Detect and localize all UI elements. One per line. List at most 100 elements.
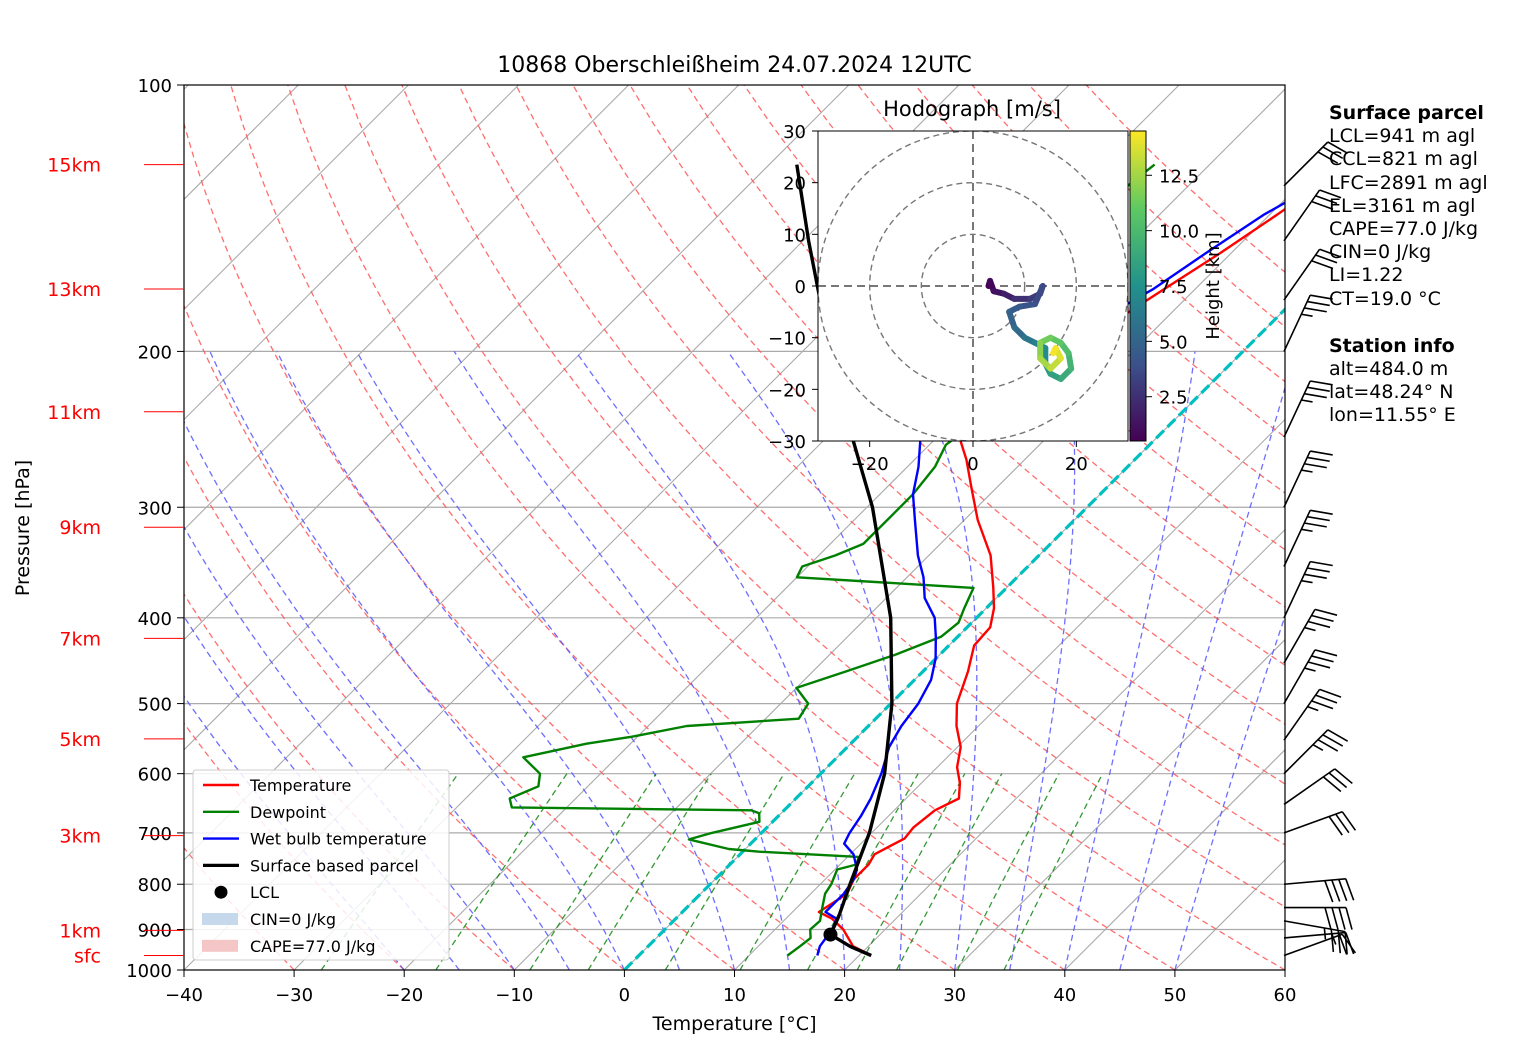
parcel-line: LI=1.22 [1329, 264, 1404, 287]
wind-barb-half-flag [1301, 528, 1313, 533]
height-label: 5km [59, 729, 101, 751]
wind-barb-flag [1317, 739, 1339, 752]
mixing-ratio-line [1003, 773, 1104, 970]
x-tick-label: 10 [723, 985, 746, 1006]
moist-adiabat [209, 351, 625, 970]
colorbar-tick-label: 12.5 [1159, 166, 1199, 187]
x-tick-label: 30 [943, 985, 966, 1006]
parcel-header: Surface parcel [1329, 102, 1484, 124]
height-label: 9km [59, 517, 101, 539]
wind-barb-flag [1310, 560, 1333, 567]
mixing-ratio-line [739, 773, 856, 970]
legend-label: CIN=0 J/kg [250, 910, 336, 929]
parcel-line: CCL=821 m agl [1329, 148, 1478, 171]
wind-barb-shaft [1283, 878, 1346, 886]
dry-adiabat [230, 85, 956, 970]
freezing-line [623, 307, 1285, 970]
dry-adiabat [401, 85, 1285, 970]
hodograph-rings [818, 131, 1128, 441]
wind-barb-shaft [1283, 141, 1329, 187]
wind-barb-flag [1310, 380, 1333, 386]
wind-barb-shaft [1283, 729, 1329, 775]
wind-barb-shaft [1283, 189, 1321, 242]
wind-barb-flag [1304, 522, 1327, 528]
wind-barb-flag [1311, 200, 1334, 210]
parcel-line: LFC=2891 m agl [1329, 171, 1488, 194]
legend: Temperature Dewpoint Wet bulb temperature S… [192, 769, 450, 961]
colorbar-tick-label: 7.5 [1159, 277, 1188, 298]
x-tick-label: −20 [385, 985, 423, 1006]
height-label: 15km [47, 155, 101, 177]
wind-barb-flag [1307, 567, 1330, 573]
x-tick-label: −40 [165, 985, 203, 1006]
wind-barb-flag [1328, 816, 1343, 836]
hodograph-segment [1050, 345, 1059, 357]
y-tick-label: 700 [138, 824, 172, 845]
wind-barb-flag [1327, 729, 1349, 742]
colorbar-ticks: 2.5 5.0 7.5 10.0 12.5 [1146, 166, 1199, 409]
wind-barb-flag [1328, 772, 1348, 789]
moist-adiabat [727, 351, 904, 970]
isotherm-line [954, 638, 1285, 970]
hodograph-y-tick-label: −20 [768, 380, 806, 401]
moist-adiabat [276, 351, 681, 970]
station-line: lat=48.24° N [1329, 381, 1454, 404]
dry-adiabat [184, 121, 845, 970]
moist-adiabat [453, 351, 791, 970]
x-tick-label: −10 [495, 985, 533, 1006]
wind-barb-shaft [1283, 450, 1311, 508]
legend-box [192, 769, 450, 961]
axes: −40 −30 −20 −10 0 10 20 30 40 50 60100200300400500… [126, 76, 1296, 1006]
wind-barb-flag [1331, 907, 1339, 930]
wind-barb-flag [1338, 932, 1348, 955]
parcel-line: EL=3161 m agl [1329, 194, 1476, 217]
moist-adiabat [575, 351, 846, 970]
legend-label: Temperature [249, 776, 351, 795]
y-axis-label: Pressure [hPa] [12, 460, 34, 596]
wind-barb-half-flag [1323, 927, 1327, 940]
x-tick-label: 50 [1163, 985, 1186, 1006]
dry-adiabat [515, 85, 1285, 846]
wind-barb-flag [1344, 931, 1348, 955]
lcl-marker [823, 927, 838, 942]
wind-barb-flag [1307, 515, 1330, 522]
wind-barb-shaft [1283, 248, 1321, 301]
dry-adiabat [458, 85, 1285, 908]
wind-barb-flag [1345, 878, 1355, 901]
mixing-ratio-line [664, 773, 785, 970]
wind-barb-flag [1304, 462, 1327, 469]
colorbar-label: Height [km] [1203, 232, 1224, 339]
isotherm-line [1064, 749, 1285, 970]
wind-barb-shaft [1283, 810, 1343, 834]
parcel-line: CT=19.0 °C [1329, 287, 1441, 310]
dry-adiabat [184, 304, 735, 970]
wind-barb-flag [1307, 620, 1331, 629]
wind-barb-flag [1341, 933, 1357, 954]
wind-barb-half-flag [1301, 313, 1313, 317]
isotherm-line [844, 528, 1285, 970]
wind-barb-flag [1314, 649, 1338, 657]
legend-swatch [202, 913, 238, 925]
wind-barb-flag [1322, 146, 1344, 159]
hodograph-y-tick-label: −30 [768, 432, 806, 453]
y-tick-label: 800 [138, 875, 172, 896]
moist-adiabat [1009, 351, 1076, 970]
y-tick-label: 1000 [126, 961, 172, 982]
wind-barb-half-flag [1301, 579, 1313, 584]
wind-barb-flag [1345, 907, 1353, 930]
hodograph-ring [868, 181, 1078, 391]
wind-barb-flag [1315, 694, 1338, 704]
mixing-ratio-line [587, 773, 712, 970]
wind-barb-shaft [1283, 768, 1336, 806]
wind-barb-flag [1331, 879, 1341, 902]
hodograph-y-tick-label: 20 [783, 174, 806, 195]
wind-barb-flag [1338, 907, 1346, 930]
parcel-line: CAPE=77.0 J/kg [1329, 218, 1479, 241]
wind-barb-flag [1314, 608, 1338, 616]
y-tick-label: 200 [138, 342, 172, 363]
height-label: 13km [47, 279, 101, 301]
wind-barb-flag [1324, 907, 1332, 930]
legend-label: Dewpoint [250, 803, 326, 822]
wind-barb-flag [1307, 300, 1330, 307]
